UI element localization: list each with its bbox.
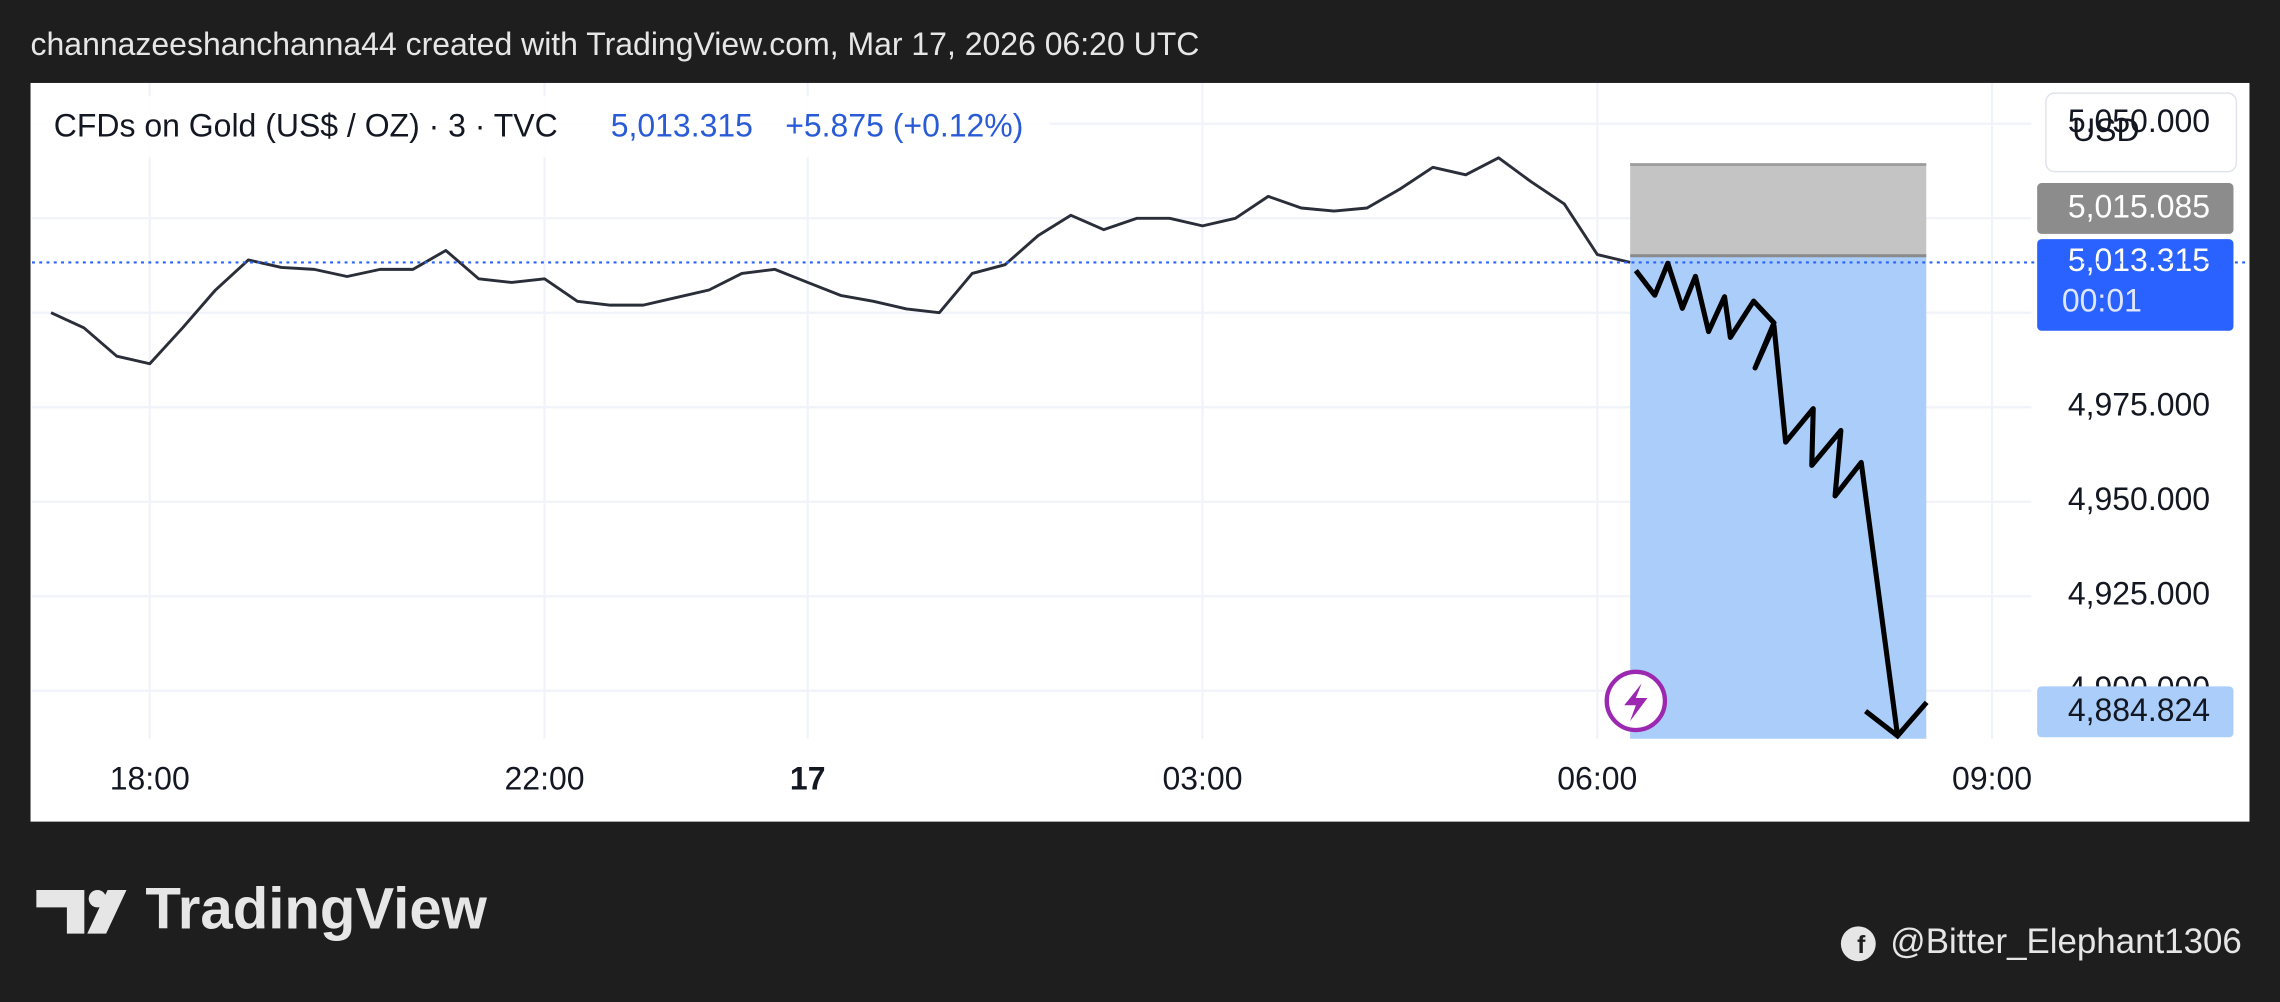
entry-label: 5,015.085 xyxy=(2068,189,2210,225)
brand: TradingView xyxy=(145,877,487,942)
plot-area xyxy=(31,156,2032,739)
stop-zone xyxy=(1630,164,1927,256)
entry-badge xyxy=(2037,183,2234,234)
symbol: CFDs on Gold (US$ / OZ) · 3 · TVC xyxy=(54,107,558,143)
x-tick-label: 18:00 xyxy=(110,760,190,796)
logo-shape xyxy=(36,889,85,934)
price-line xyxy=(50,156,1631,366)
credit: channazeeshanchanna44 created with Tradi… xyxy=(31,26,1200,62)
author: @Bitter_Elephant1306 xyxy=(1890,922,2241,961)
currency[interactable]: USD xyxy=(2072,112,2139,148)
legend-bg xyxy=(31,96,1050,158)
arrow-head xyxy=(1864,700,1929,740)
target-badge xyxy=(2037,686,2234,738)
y-tick-label: 4,950.000 xyxy=(2068,481,2210,517)
currency-button[interactable] xyxy=(2045,92,2238,173)
change: +5.875 (+0.12%) xyxy=(785,107,1023,143)
lightning xyxy=(1624,683,1648,722)
target-zone xyxy=(1630,255,1927,739)
x-tick-label: 17 xyxy=(790,760,826,796)
drawn-arrow xyxy=(1633,260,1901,737)
x-tick-label: 09:00 xyxy=(1952,760,2032,796)
price-badges: 4,900.0004,925.0004,950.0004,975.0005,00… xyxy=(2037,103,2234,738)
target-label: 4,884.824 xyxy=(2068,692,2210,728)
x-tick-label: 22:00 xyxy=(505,760,585,796)
facebook-icon xyxy=(1840,926,1876,962)
brand-logo xyxy=(36,889,127,934)
y-tick-label: 4,975.000 xyxy=(2068,387,2210,423)
x-tick-label: 03:00 xyxy=(1162,760,1242,796)
price: 5,013.315 xyxy=(611,107,753,143)
logo-shape xyxy=(87,889,127,934)
facebook-f: f xyxy=(1857,932,1866,959)
x-tick-label: 06:00 xyxy=(1557,760,1637,796)
y-tick-label: 5,050.000 xyxy=(2068,103,2210,139)
y-tick-label: 4,925.000 xyxy=(2068,576,2210,612)
last-price-label: 5,013.315 xyxy=(2068,242,2210,278)
countdown: 00:01 xyxy=(2062,283,2142,319)
